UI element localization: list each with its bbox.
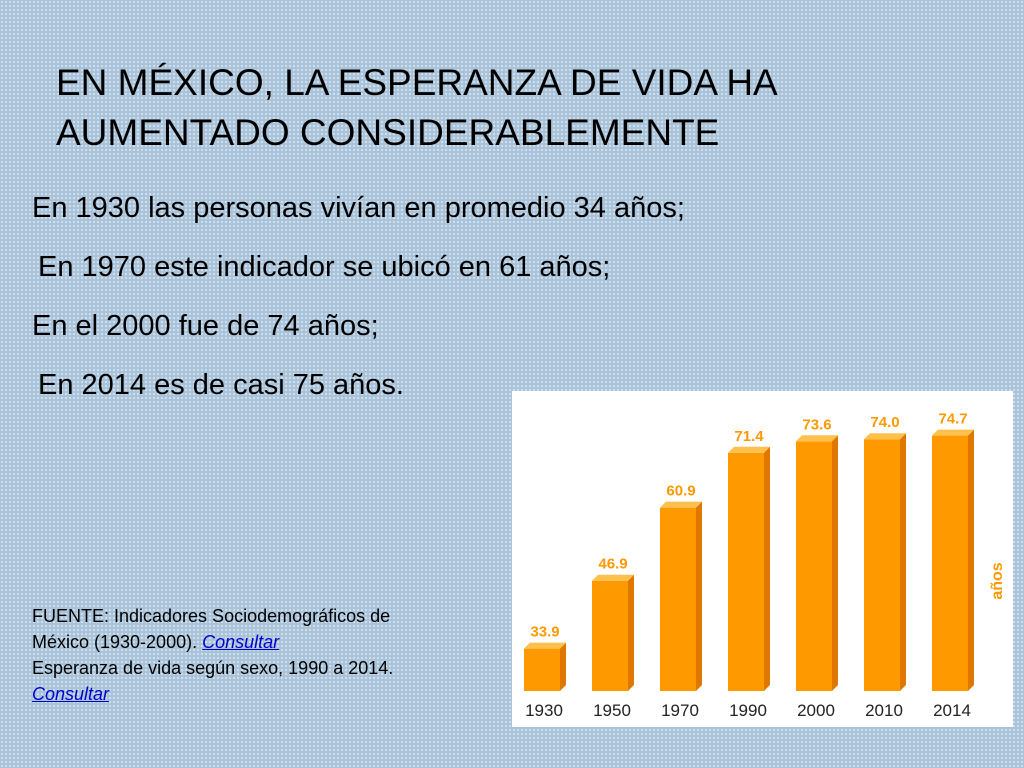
source-line-3: Esperanza de vida según sexo, 1990 a 201… — [32, 658, 394, 678]
bar-side-1970 — [696, 501, 702, 691]
x-tick-label-1990: 1990 — [729, 701, 767, 720]
bar-side-1990 — [764, 446, 770, 691]
bar-top-1990 — [728, 446, 770, 453]
data-label-2000: 73.6 — [802, 416, 831, 433]
bar-top-2010 — [864, 433, 906, 440]
statement-list: En 1930 las personas vivían en promedio … — [32, 183, 912, 419]
source-line-2: México (1930-2000). — [32, 632, 203, 652]
x-tick-label-1950: 1950 — [593, 701, 631, 720]
source-line-1: FUENTE: Indicadores Sociodemográficos de — [32, 606, 391, 626]
bar-2014 — [932, 435, 968, 691]
consultar-link-1[interactable]: Consultar — [202, 632, 280, 652]
title-line-2: AUMENTADO CONSIDERABLEMENTE — [56, 112, 720, 153]
bar-top-2014 — [932, 429, 974, 436]
bar-top-2000 — [796, 435, 838, 442]
bar-side-1950 — [628, 574, 634, 691]
bar-1970 — [660, 507, 696, 691]
slide-title: EN MÉXICO, LA ESPERANZA DE VIDA HA AUMEN… — [56, 58, 956, 158]
bar-side-2010 — [900, 433, 906, 691]
data-label-1930: 33.9 — [530, 624, 559, 641]
y-axis-label: años — [989, 562, 1006, 599]
life-expectancy-chart: 33.9 1930 46.9 1950 60.9 1970 71.4 1990 73.6 2000… — [512, 391, 1013, 727]
title-line-1: EN MÉXICO, LA ESPERANZA DE VIDA HA — [56, 62, 778, 103]
data-label-1990: 71.4 — [734, 428, 764, 445]
data-label-2014: 74.7 — [938, 411, 967, 428]
bar-1930 — [524, 648, 560, 691]
statement-1930: En 1930 las personas vivían en promedio … — [32, 192, 685, 224]
bar-side-2000 — [832, 435, 838, 691]
statement-2014: En 2014 es de casi 75 años. — [38, 369, 404, 401]
bar-1950 — [592, 580, 628, 691]
bar-1990 — [728, 452, 764, 691]
source-note: FUENTE: Indicadores Sociodemográficos de… — [32, 603, 502, 707]
x-tick-label-2000: 2000 — [797, 701, 835, 720]
statement-1970: En 1970 este indicador se ubicó en 61 añ… — [38, 251, 611, 283]
bar-side-1930 — [560, 642, 566, 691]
x-tick-label-2010: 2010 — [865, 701, 903, 720]
data-label-1970: 60.9 — [666, 483, 695, 500]
statement-2000: En el 2000 fue de 74 años; — [32, 310, 379, 342]
data-label-1950: 46.9 — [598, 556, 627, 573]
chart-svg: 33.9 1930 46.9 1950 60.9 1970 71.4 1990 73.6 2000… — [524, 411, 1006, 720]
x-tick-label-2014: 2014 — [933, 701, 971, 720]
bar-top-1930 — [524, 642, 566, 649]
bar-top-1950 — [592, 574, 634, 581]
x-tick-label-1930: 1930 — [525, 701, 563, 720]
bar-2000 — [796, 441, 832, 691]
data-label-2010: 74.0 — [870, 414, 899, 431]
bar-side-2014 — [968, 429, 974, 691]
bar-2010 — [864, 439, 900, 691]
bar-top-1970 — [660, 501, 702, 508]
x-tick-label-1970: 1970 — [661, 701, 699, 720]
consultar-link-2[interactable]: Consultar — [32, 684, 110, 704]
